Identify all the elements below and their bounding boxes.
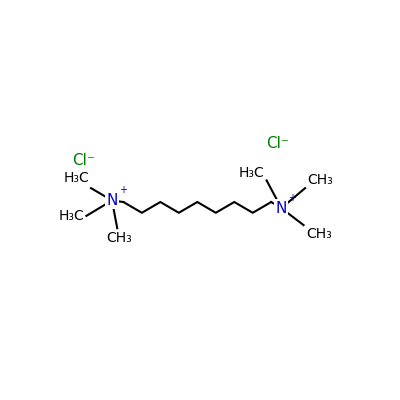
Text: H₃C: H₃C: [238, 166, 264, 180]
Text: CH₃: CH₃: [306, 227, 332, 241]
Text: Cl⁻: Cl⁻: [267, 136, 290, 151]
Text: H₃C: H₃C: [58, 209, 84, 223]
Text: N: N: [276, 201, 287, 216]
Text: +: +: [288, 193, 296, 203]
Text: CH₃: CH₃: [106, 231, 132, 245]
Text: H₃C: H₃C: [64, 171, 90, 185]
Text: N: N: [106, 193, 118, 208]
Text: Cl⁻: Cl⁻: [72, 153, 95, 168]
Text: +: +: [119, 185, 127, 195]
Text: CH₃: CH₃: [307, 173, 333, 187]
